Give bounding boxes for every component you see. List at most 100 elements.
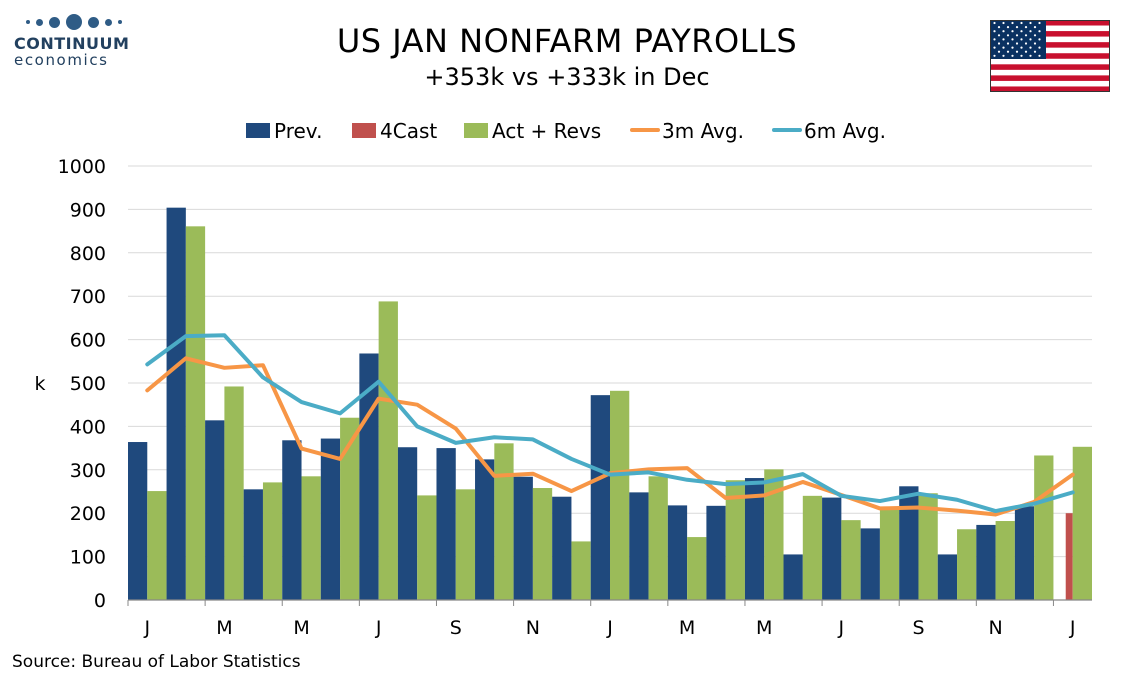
bar-prev [667, 505, 688, 600]
bar-actual [532, 488, 553, 600]
payrolls-chart: 0 100 200 300 400 500 600 700 800 900 1000 k J M M J S N J… [34, 119, 1092, 639]
bar-actual [610, 390, 630, 600]
y-tick-label: 200 [70, 503, 106, 525]
line-6m-avg [145, 333, 1075, 514]
y-tick-label: 500 [70, 373, 106, 395]
us-flag-icon [990, 20, 1110, 92]
bar-prev [243, 489, 263, 600]
bar-prev [822, 497, 842, 600]
x-tick-label: N [988, 617, 1002, 639]
x-tick-label: J [1069, 617, 1076, 639]
legend-label: 4Cast [380, 119, 437, 143]
bar-actual [995, 521, 1015, 600]
y-tick-label: 900 [70, 199, 106, 221]
x-tick-label: N [526, 617, 540, 639]
legend-label: 6m Avg. [804, 119, 886, 143]
bar-prev [128, 442, 148, 600]
legend-label: 3m Avg. [662, 119, 744, 143]
legend-label: Act + Revs [492, 119, 601, 143]
x-tick-label: J [838, 617, 845, 639]
bar-actual [687, 537, 707, 600]
bar-prev [1014, 506, 1035, 600]
bar-actual [262, 482, 283, 600]
bar-actual [841, 520, 861, 600]
logo-dots [26, 14, 134, 30]
bar-prev [166, 207, 186, 600]
legend: Prev. 4Cast Act + Revs 3m Avg. 6m Avg. [246, 119, 886, 143]
bar-actual [301, 476, 321, 600]
legend-swatch [352, 123, 376, 138]
legend-swatch [464, 123, 488, 138]
bar-prev [976, 524, 996, 600]
line-series [145, 333, 1075, 517]
y-tick-label: 0 [94, 590, 106, 612]
x-tick-label: J [606, 617, 613, 639]
bar-actual [1072, 446, 1092, 600]
bar-prev [706, 505, 726, 600]
bar-actual [494, 443, 514, 600]
x-tick-label: M [216, 617, 232, 639]
bar-prev [937, 554, 958, 600]
x-tick-label: M [679, 617, 695, 639]
legend-swatch [246, 123, 270, 138]
bar-prev [205, 420, 225, 600]
legend-label: Prev. [274, 119, 322, 143]
bar-actual [378, 301, 398, 600]
bar-actual [417, 495, 437, 600]
y-tick-label: 300 [70, 460, 106, 482]
bar-forecast [1065, 513, 1073, 600]
x-tick-label: M [293, 617, 309, 639]
bar-actual [571, 541, 591, 600]
bar-actual [764, 469, 784, 600]
y-tick-label: 800 [70, 243, 106, 265]
legend-item: 4Cast [352, 119, 437, 143]
bar-actual [455, 489, 476, 600]
bar-actual [340, 417, 360, 600]
bar-prev [282, 440, 302, 600]
bar-actual [147, 491, 167, 600]
legend-item: Prev. [246, 119, 322, 143]
bar-series [128, 207, 1092, 601]
bar-prev [899, 486, 919, 600]
bar-prev [320, 438, 341, 600]
bar-actual [918, 493, 938, 600]
x-tick-label: M [756, 617, 772, 639]
bar-actual [224, 386, 244, 600]
bar-actual [648, 476, 668, 600]
bar-prev [513, 476, 533, 600]
bar-prev [783, 554, 803, 600]
bar-prev [860, 528, 880, 600]
x-tick-label: S [450, 617, 462, 639]
x-tick-label: J [375, 617, 382, 639]
bar-actual [957, 529, 977, 600]
continuum-logo: CONTINUUM economics [14, 14, 134, 74]
bar-prev [590, 395, 610, 600]
bar-actual [1034, 455, 1054, 600]
x-tick-label: J [143, 617, 150, 639]
logo-name: CONTINUUM [14, 34, 130, 53]
page-subtitle: +353k vs +333k in Dec [424, 63, 710, 91]
bar-prev [629, 492, 649, 600]
bar-prev [475, 459, 495, 600]
bar-prev [359, 353, 379, 600]
legend-item: Act + Revs [464, 119, 601, 143]
legend-item: 6m Avg. [772, 119, 886, 143]
y-tick-label: 600 [70, 330, 106, 352]
y-tick-label: 400 [70, 416, 106, 438]
source-note: Source: Bureau of Labor Statistics [12, 652, 301, 672]
logo-subname: economics [14, 51, 109, 69]
bar-actual [725, 480, 745, 600]
bar-prev [744, 478, 765, 600]
page-title: US JAN NONFARM PAYROLLS [336, 22, 798, 60]
y-axis-label: k [34, 373, 45, 395]
bar-prev [436, 448, 456, 600]
y-tick-label: 700 [70, 286, 106, 308]
bar-actual [879, 508, 900, 600]
legend-item: 3m Avg. [630, 119, 744, 143]
bar-actual [802, 495, 823, 600]
y-tick-label: 100 [70, 547, 106, 569]
axes: 0 100 200 300 400 500 600 700 800 900 1000 k J M M J S N J… [34, 156, 1092, 639]
bar-prev [397, 447, 418, 600]
x-tick-label: S [912, 617, 924, 639]
bar-actual [185, 226, 206, 601]
